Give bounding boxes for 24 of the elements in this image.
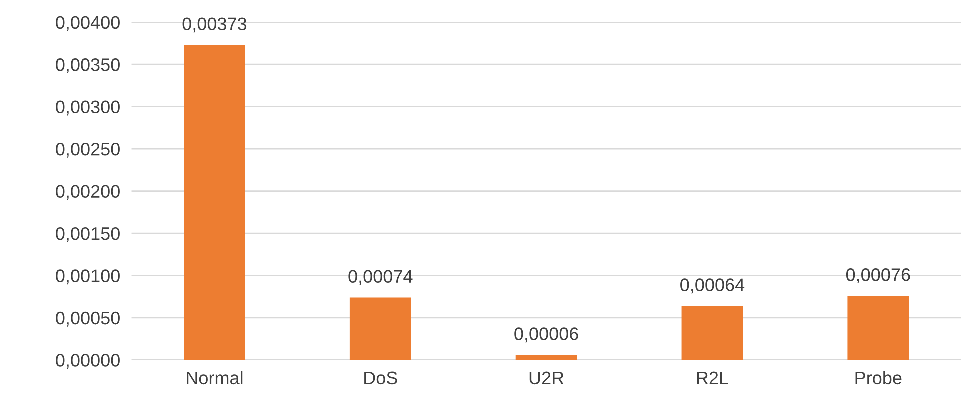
data-label: 0,00074 (348, 270, 413, 286)
y-tick-label: 0,00250 (56, 143, 120, 158)
y-tick-label: 0,00050 (56, 312, 120, 327)
x-tick-label: Normal (187, 371, 243, 385)
bar (350, 298, 412, 360)
bar (516, 355, 578, 360)
y-tick-label: 0,00200 (56, 185, 120, 200)
bar (682, 306, 744, 360)
bar (848, 296, 910, 360)
y-tick-label: 0,00300 (56, 100, 120, 116)
x-tick-label: DoS (364, 372, 398, 385)
x-tick-label: Probe (856, 371, 902, 385)
y-tick-label: 0,00100 (56, 270, 120, 285)
y-tick-label: 0,00350 (56, 58, 120, 74)
x-tick-label: U2R (530, 372, 564, 385)
y-tick-label: 0,00000 (56, 354, 120, 370)
data-label: 0,00006 (514, 328, 578, 343)
x-tick-label: R2L (697, 372, 728, 384)
data-label: 0,00064 (680, 278, 745, 294)
y-tick-label: 0,00150 (56, 227, 120, 242)
y-tick-label: 0,00400 (56, 16, 120, 32)
bar (184, 45, 246, 360)
data-label: 0,00373 (182, 18, 247, 33)
data-label: 0,00076 (846, 268, 910, 284)
